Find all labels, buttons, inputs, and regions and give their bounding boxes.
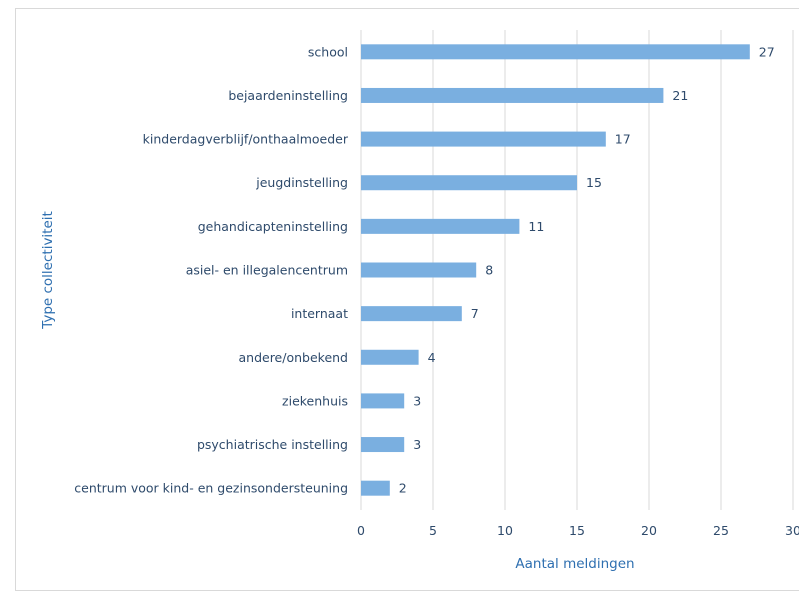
category-label: internaat — [291, 306, 348, 321]
data-label: 8 — [485, 263, 493, 278]
data-label: 2 — [399, 481, 407, 496]
bar — [361, 44, 750, 60]
x-tick-label: 30 — [785, 523, 799, 538]
bar — [361, 349, 419, 365]
data-label: 4 — [428, 350, 436, 365]
category-label: centrum voor kind- en gezinsondersteunin… — [74, 481, 348, 496]
x-tick-label: 25 — [713, 523, 729, 538]
category-labels: school bejaardeninstelling kinderdagverbli… — [74, 44, 349, 495]
data-label: 15 — [586, 175, 602, 190]
x-tick-label: 20 — [641, 523, 657, 538]
category-label: psychiatrische instelling — [197, 437, 348, 452]
data-labels: 27 21 17 15 11 8 7 4 3 3 2 — [399, 44, 775, 495]
chart-border — [15, 8, 799, 591]
bar — [361, 393, 405, 409]
x-tick-label: 10 — [497, 523, 513, 538]
bar — [361, 87, 664, 103]
x-axis-title: Aantal meldingen — [515, 556, 634, 572]
data-label: 3 — [413, 437, 421, 452]
category-label: school — [308, 44, 348, 59]
category-label: ziekenhuis — [282, 393, 348, 408]
bars — [361, 44, 750, 496]
x-tick-label: 15 — [569, 523, 585, 538]
bar — [361, 480, 390, 496]
data-label: 11 — [528, 219, 544, 234]
category-label: bejaardeninstelling — [228, 88, 348, 103]
data-label: 3 — [413, 393, 421, 408]
x-tick-label: 5 — [429, 523, 437, 538]
category-label: jeugdinstelling — [255, 175, 348, 190]
data-label: 27 — [759, 44, 775, 59]
bar — [361, 437, 405, 453]
data-label: 21 — [672, 88, 688, 103]
bar — [361, 175, 577, 191]
bar — [361, 218, 520, 234]
category-label: gehandicapteninstelling — [198, 219, 348, 234]
y-axis-title: Type collectiviteit — [40, 211, 56, 330]
data-label: 17 — [615, 132, 631, 147]
x-tick-label: 0 — [357, 523, 365, 538]
bar — [361, 306, 462, 322]
category-label: kinderdagverblijf/onthaalmoeder — [143, 132, 349, 147]
data-label: 7 — [471, 306, 479, 321]
bar — [361, 262, 477, 278]
x-tick-labels: 0 5 10 15 20 25 30 — [357, 523, 799, 538]
bar — [361, 131, 606, 147]
category-label: asiel- en illegalencentrum — [186, 263, 348, 278]
category-label: andere/onbekend — [238, 350, 348, 365]
